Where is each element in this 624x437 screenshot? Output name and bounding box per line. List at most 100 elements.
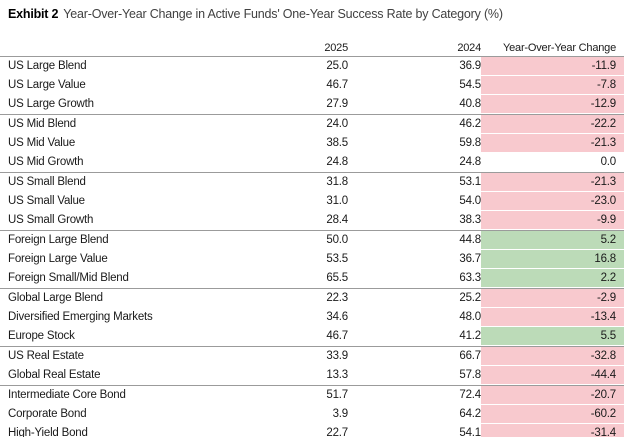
category-label: Corporate Bond	[8, 408, 87, 420]
value-2025: 33.9	[326, 350, 348, 362]
change-value-cell: -20.7	[481, 386, 624, 405]
change-value-cell: 0.0	[600, 156, 617, 168]
table-row: Global Real Estate 13.3 57.8 -44.4	[0, 366, 624, 385]
table-row: US Real Estate 33.9 66.7 -32.8	[0, 347, 624, 366]
value-2025: 31.0	[326, 195, 348, 207]
category-group: Intermediate Core Bond 51.7 72.4 -20.7 Corpo…	[0, 385, 624, 437]
value-2024: 54.1	[459, 427, 481, 437]
value-2024: 36.7	[459, 253, 481, 265]
category-label: US Mid Blend	[8, 118, 76, 130]
table-row: Global Large Blend 22.3 25.2 -2.9	[0, 289, 624, 308]
value-2025: 3.9	[332, 408, 349, 420]
value-2025: 25.0	[326, 60, 348, 72]
value-2024: 48.0	[459, 311, 481, 323]
change-value-cell: -9.9	[481, 211, 624, 230]
change-value-cell: -12.9	[481, 95, 624, 114]
change-value-cell: 5.5	[481, 327, 624, 346]
value-2025: 34.6	[326, 311, 348, 323]
category-label: US Large Growth	[8, 98, 94, 110]
category-group: Foreign Large Blend 50.0 44.8 5.2 Foreign La…	[0, 230, 624, 288]
table-body: US Large Blend 25.0 36.9 -11.9 US Large Valu…	[0, 56, 624, 437]
value-2024: 24.8	[459, 156, 481, 168]
category-label: Europe Stock	[8, 330, 75, 342]
value-2025: 46.7	[326, 330, 348, 342]
category-group: US Real Estate 33.9 66.7 -32.8 Global Real E…	[0, 346, 624, 385]
category-label: US Mid Value	[8, 137, 76, 149]
category-label: US Small Growth	[8, 214, 94, 226]
value-2025: 27.9	[326, 98, 348, 110]
value-2025: 38.5	[326, 137, 348, 149]
category-label: US Mid Growth	[8, 156, 84, 168]
table-row: Corporate Bond 3.9 64.2 -60.2	[0, 405, 624, 424]
value-2025: 53.5	[326, 253, 348, 265]
change-value-cell: 16.8	[481, 250, 624, 269]
change-value-cell: -13.4	[481, 308, 624, 327]
category-group: US Small Blend 31.8 53.1 -21.3 US Small Valu…	[0, 172, 624, 230]
table-row: Foreign Large Value 53.5 36.7 16.8	[0, 250, 624, 269]
change-value-cell: -21.3	[481, 134, 624, 153]
value-2025: 51.7	[326, 389, 348, 401]
value-2024: 54.5	[459, 79, 481, 91]
table-header: 2025 2024 Year-Over-Year Change	[0, 34, 624, 56]
column-header-change: Year-Over-Year Change	[502, 42, 616, 54]
value-2024: 72.4	[459, 389, 481, 401]
category-label: High-Yield Bond	[8, 427, 88, 437]
category-label: US Small Value	[8, 195, 85, 207]
table-row: Diversified Emerging Markets 34.6 48.0 -13.…	[0, 308, 624, 327]
category-label: US Real Estate	[8, 350, 84, 362]
change-value-cell: -7.8	[481, 76, 624, 95]
change-value-cell: -31.4	[481, 424, 624, 437]
table-row: US Large Value 46.7 54.5 -7.8	[0, 76, 624, 95]
category-label: Global Real Estate	[8, 369, 101, 381]
category-label: Diversified Emerging Markets	[8, 311, 153, 323]
category-label: Foreign Large Blend	[8, 234, 109, 246]
change-value-cell: -22.2	[481, 115, 624, 134]
category-label: Foreign Large Value	[8, 253, 108, 265]
category-group: US Mid Blend 24.0 46.2 -22.2 US Mid Value 38.…	[0, 114, 624, 172]
value-2025: 22.3	[326, 292, 348, 304]
change-value-cell: -23.0	[481, 192, 624, 211]
category-group: Global Large Blend 22.3 25.2 -2.9 Diversifie…	[0, 288, 624, 346]
table-row: US Mid Growth 24.8 24.8 0.0	[0, 153, 624, 172]
change-value-cell: -32.8	[481, 347, 624, 366]
value-2024: 25.2	[459, 292, 481, 304]
category-label: US Large Value	[8, 79, 86, 91]
value-2024: 54.0	[459, 195, 481, 207]
change-value-cell: -2.9	[481, 289, 624, 308]
value-2024: 40.8	[459, 98, 481, 110]
value-2025: 13.3	[326, 369, 348, 381]
value-2025: 65.5	[326, 272, 348, 284]
table-row: US Small Growth 28.4 38.3 -9.9	[0, 211, 624, 230]
table-row: Europe Stock 46.7 41.2 5.5	[0, 327, 624, 346]
change-value-cell: -21.3	[481, 173, 624, 192]
value-2025: 28.4	[326, 214, 348, 226]
table-row: High-Yield Bond 22.7 54.1 -31.4	[0, 424, 624, 437]
table-row: US Small Blend 31.8 53.1 -21.3	[0, 173, 624, 192]
change-value-cell: 2.2	[481, 269, 624, 288]
value-2024: 59.8	[459, 137, 481, 149]
category-label: Global Large Blend	[8, 292, 103, 304]
table-row: Foreign Large Blend 50.0 44.8 5.2	[0, 231, 624, 250]
value-2024: 66.7	[459, 350, 481, 362]
value-2025: 24.0	[326, 118, 348, 130]
value-2024: 53.1	[459, 176, 481, 188]
table-row: US Large Blend 25.0 36.9 -11.9	[0, 57, 624, 76]
value-2024: 36.9	[459, 60, 481, 72]
table-row: Intermediate Core Bond 51.7 72.4 -20.7	[0, 386, 624, 405]
value-2025: 22.7	[326, 427, 348, 437]
category-group: US Large Blend 25.0 36.9 -11.9 US Large Valu…	[0, 56, 624, 114]
value-2025: 46.7	[326, 79, 348, 91]
change-value-cell: -11.9	[481, 57, 624, 76]
change-value-cell: -44.4	[481, 366, 624, 385]
category-label: US Large Blend	[8, 60, 87, 72]
exhibit-title-text: Year-Over-Year Change in Active Funds' O…	[63, 7, 503, 21]
change-value-cell: 5.2	[481, 231, 624, 250]
value-2025: 31.8	[326, 176, 348, 188]
category-label: Foreign Small/Mid Blend	[8, 272, 129, 284]
value-2024: 64.2	[459, 408, 481, 420]
category-label: Intermediate Core Bond	[8, 389, 126, 401]
column-header-2024: 2024	[457, 42, 481, 54]
table-row: US Small Value 31.0 54.0 -23.0	[0, 192, 624, 211]
value-2025: 50.0	[326, 234, 348, 246]
value-2024: 63.3	[459, 272, 481, 284]
